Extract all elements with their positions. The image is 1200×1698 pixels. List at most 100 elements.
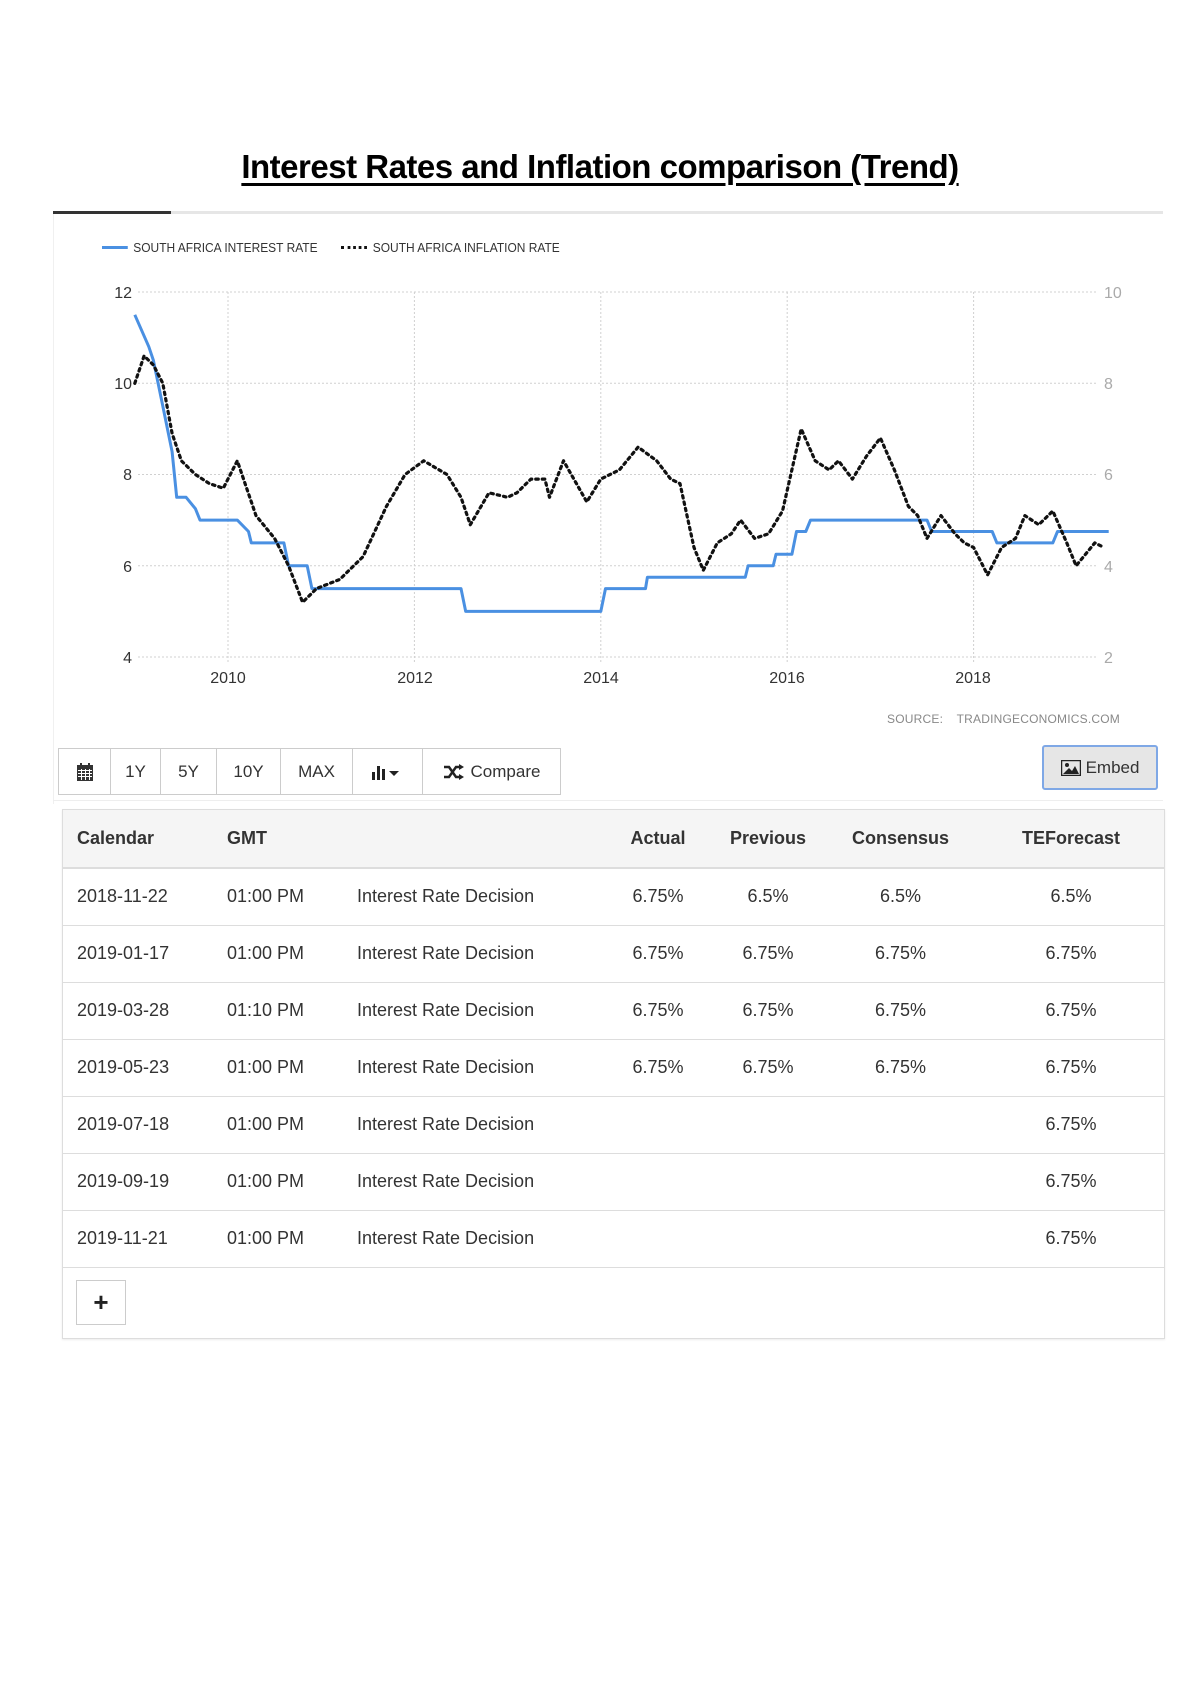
cell-event[interactable]: Interest Rate Decision xyxy=(357,1171,535,1191)
cell-forecast: 6.75% xyxy=(1045,1114,1097,1134)
x-axis-tick: 2016 xyxy=(769,670,805,687)
cell-date: 2019-11-21 xyxy=(77,1228,168,1248)
chart-panel xyxy=(53,214,1164,804)
left-axis-tick: 6 xyxy=(123,559,132,576)
cell-previous xyxy=(713,1210,823,1267)
cell-event[interactable]: Interest Rate Decision xyxy=(357,1057,535,1077)
cell-date: 2018-11-22 xyxy=(77,886,168,907)
table-row[interactable]: 2019-03-28 01:10 PM Interest Rate Decisi… xyxy=(63,982,1164,1039)
legend-label: SOUTH AFRICA INTEREST RATE xyxy=(133,240,318,255)
cell-forecast: 6.75% xyxy=(1045,1000,1097,1020)
chart-gridlines xyxy=(138,291,1098,662)
cell-consensus xyxy=(823,1096,978,1153)
right-axis-tick: 8 xyxy=(1104,376,1113,393)
chart-toolbar: 1Y 5Y 10Y MAX Compare xyxy=(58,748,561,795)
cell-previous: 6.5% xyxy=(747,886,789,907)
cell-event[interactable]: Interest Rate Decision xyxy=(357,1228,535,1248)
source-label: SOURCE: xyxy=(887,712,944,726)
x-axis-tick: 2010 xyxy=(210,670,246,687)
inflation-rate-series-line[interactable] xyxy=(133,354,1106,604)
cell-forecast: 6.75% xyxy=(1045,1228,1097,1248)
table-row[interactable]: 2019-09-19 01:00 PM Interest Rate Decisi… xyxy=(63,1153,1164,1210)
cell-actual xyxy=(603,1210,713,1267)
cell-previous: 6.75% xyxy=(742,1057,794,1077)
left-axis-tick: 8 xyxy=(123,467,132,484)
cell-actual xyxy=(603,1153,713,1210)
add-more-button[interactable]: + xyxy=(76,1279,126,1325)
header-calendar[interactable]: Calendar xyxy=(77,828,155,848)
cell-event[interactable]: Interest Rate Decision xyxy=(357,1000,535,1020)
bar-chart-dropdown-icon xyxy=(371,765,399,780)
table-row[interactable]: 2019-01-17 01:00 PM Interest Rate Decisi… xyxy=(63,925,1164,982)
cell-date: 2019-07-18 xyxy=(77,1114,170,1134)
right-axis-tick: 6 xyxy=(1104,467,1113,484)
cell-actual: 6.75% xyxy=(632,1000,684,1020)
calendar-table: Calendar GMT Actual Previous Consensus T… xyxy=(62,809,1165,1339)
range-1y-button[interactable]: 1Y xyxy=(111,749,161,794)
cell-date: 2019-05-23 xyxy=(77,1057,170,1077)
cell-time: 01:00 PM xyxy=(227,1228,305,1248)
cell-consensus xyxy=(823,1210,978,1267)
compare-label: Compare xyxy=(470,761,541,781)
source-link[interactable]: TRADINGECONOMICS.COM xyxy=(956,712,1120,726)
cell-date: 2019-01-17 xyxy=(77,943,170,963)
cell-event[interactable]: Interest Rate Decision xyxy=(357,886,535,907)
x-axis-tick: 2012 xyxy=(397,670,433,687)
table-row[interactable]: 2018-11-22 01:00 PM Interest Rate Decisi… xyxy=(63,868,1164,925)
table-row[interactable]: 2019-07-18 01:00 PM Interest Rate Decisi… xyxy=(63,1096,1164,1153)
chart-type-dropdown[interactable] xyxy=(353,749,423,794)
cell-time: 01:00 PM xyxy=(227,943,305,963)
legend-item-interest-rate[interactable]: SOUTH AFRICA INTEREST RATE xyxy=(102,240,318,255)
cell-previous xyxy=(713,1153,823,1210)
table-header-row: Calendar GMT Actual Previous Consensus T… xyxy=(63,810,1164,868)
header-event xyxy=(343,810,603,868)
embed-label: Embed xyxy=(1085,757,1140,777)
table-row[interactable]: 2019-11-21 01:00 PM Interest Rate Decisi… xyxy=(63,1210,1164,1267)
cell-consensus xyxy=(823,1153,978,1210)
embed-button[interactable]: Embed xyxy=(1042,745,1158,790)
divider-accent xyxy=(53,211,171,214)
line-chart[interactable]: 12 10 8 6 4 10 8 6 4 2 2010 2012 2014 20… xyxy=(0,0,1200,700)
cell-actual: 6.75% xyxy=(632,886,684,907)
table-row[interactable]: 2019-05-23 01:00 PM Interest Rate Decisi… xyxy=(63,1039,1164,1096)
cell-previous: 6.75% xyxy=(742,943,794,963)
right-axis-tick: 10 xyxy=(1104,285,1122,302)
calendar-icon xyxy=(76,762,93,781)
header-gmt[interactable]: GMT xyxy=(227,828,267,848)
cell-previous: 6.75% xyxy=(742,1000,794,1020)
header-teforecast[interactable]: TEForecast xyxy=(1021,828,1121,848)
right-axis-tick: 4 xyxy=(1104,559,1113,576)
left-axis-tick: 12 xyxy=(114,285,132,302)
cell-previous xyxy=(713,1096,823,1153)
cell-consensus: 6.75% xyxy=(874,943,927,963)
cell-consensus: 6.75% xyxy=(874,1000,927,1020)
interest-rate-series-line[interactable] xyxy=(133,314,1109,613)
cell-event[interactable]: Interest Rate Decision xyxy=(357,943,535,963)
cell-event[interactable]: Interest Rate Decision xyxy=(357,1114,535,1134)
cell-time: 01:10 PM xyxy=(227,1000,305,1020)
range-5y-button[interactable]: 5Y xyxy=(161,749,217,794)
legend-item-inflation-rate[interactable]: SOUTH AFRICA INFLATION RATE xyxy=(341,240,560,255)
range-10y-button[interactable]: 10Y xyxy=(217,749,281,794)
header-actual[interactable]: Actual xyxy=(630,828,686,848)
header-previous[interactable]: Previous xyxy=(729,828,807,848)
cell-forecast: 6.75% xyxy=(1045,1057,1097,1077)
table-footer: + xyxy=(63,1268,1164,1338)
left-y-axis: 12 10 8 6 4 xyxy=(114,285,132,667)
cell-forecast: 6.75% xyxy=(1045,1171,1097,1191)
shuffle-icon xyxy=(443,763,464,780)
compare-button[interactable]: Compare xyxy=(423,749,561,794)
page-title: Interest Rates and Inflation comparison … xyxy=(241,148,959,185)
cell-date: 2019-09-19 xyxy=(77,1171,170,1191)
image-icon xyxy=(1060,759,1081,776)
cell-time: 01:00 PM xyxy=(227,886,305,907)
x-axis-tick: 2014 xyxy=(583,670,619,687)
solid-line-swatch-icon xyxy=(102,246,128,249)
cell-time: 01:00 PM xyxy=(227,1171,305,1191)
left-axis-tick: 4 xyxy=(123,650,132,667)
range-max-button[interactable]: MAX xyxy=(281,749,353,794)
chart-legend: SOUTH AFRICA INTEREST RATE SOUTH AFRICA … xyxy=(102,240,584,255)
header-consensus[interactable]: Consensus xyxy=(851,828,950,848)
calendar-button[interactable] xyxy=(59,749,111,794)
dotted-line-swatch-icon xyxy=(341,246,368,249)
